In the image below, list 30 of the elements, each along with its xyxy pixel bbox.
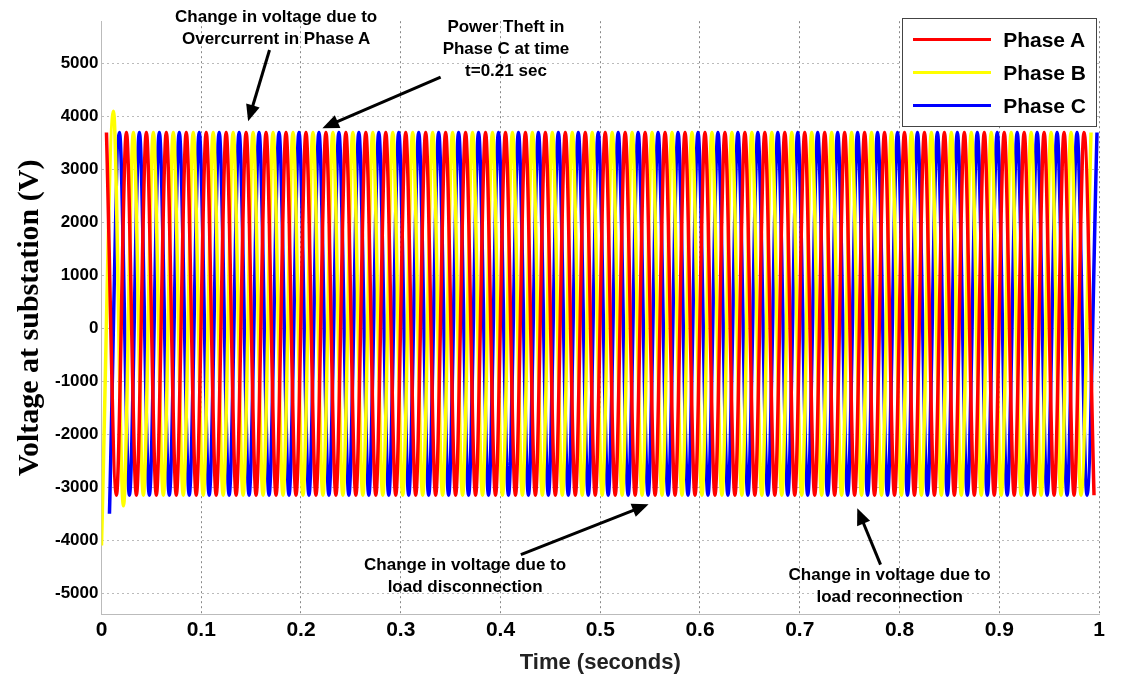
x-tick-label: 0.9 <box>984 616 1014 640</box>
annotation: Change in voltage due to load disconnection <box>364 555 567 597</box>
annotation: Change in voltage due to load reconnection <box>788 565 991 607</box>
x-tick-label: 0.8 <box>884 616 915 640</box>
legend-label: Phase A <box>1003 27 1086 52</box>
x-tick-label: 0.7 <box>785 616 815 640</box>
legend-label: Phase B <box>1003 60 1086 85</box>
x-tick-label: 0.6 <box>685 616 715 640</box>
x-tick-label: 0.2 <box>286 616 316 640</box>
x-tick-label: 0.4 <box>485 616 516 640</box>
y-tick-label: -4000 <box>55 529 99 549</box>
y-tick-label: 0 <box>89 318 99 338</box>
y-tick-label: 1000 <box>60 265 99 285</box>
y-tick-label: -5000 <box>55 582 99 602</box>
x-axis-title: Time (seconds) <box>519 648 681 674</box>
x-tick-label: 0.5 <box>585 616 616 640</box>
y-tick-label: -1000 <box>55 371 99 391</box>
annotation: Power Theft in Phase C at time t=0.21 sec <box>442 16 570 80</box>
y-tick-label: 5000 <box>60 53 99 73</box>
y-tick-label: -3000 <box>55 476 99 496</box>
y-tick-label: 2000 <box>60 212 99 232</box>
annotation: Change in voltage due to Overcurrent in Phase A <box>175 6 378 48</box>
legend-label: Phase C <box>1003 93 1086 118</box>
y-axis-title: Voltage at substation (V) <box>10 159 45 476</box>
x-tick-label: 0.1 <box>186 616 217 640</box>
x-tick-label: 1 <box>1093 616 1106 640</box>
x-tick-label: 0.3 <box>386 616 416 640</box>
y-tick-label: -2000 <box>55 424 99 444</box>
y-tick-label: 4000 <box>60 106 99 126</box>
y-tick-label: 3000 <box>60 159 99 179</box>
